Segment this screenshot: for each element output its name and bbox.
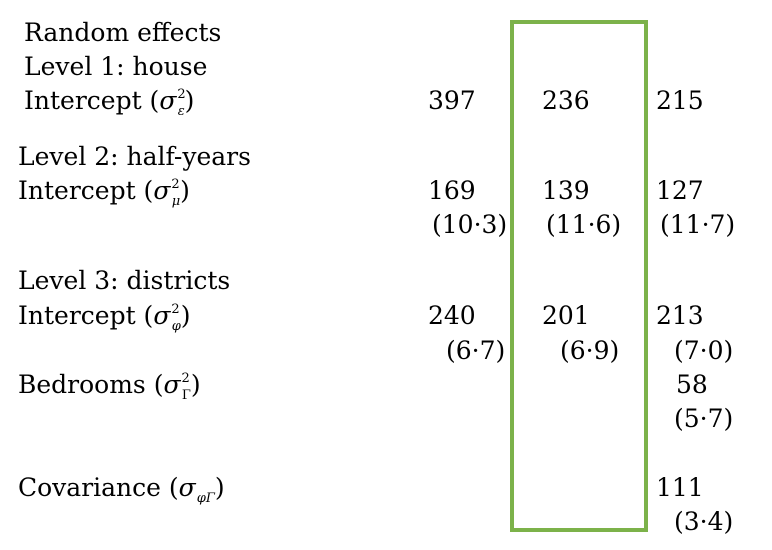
squared-sup: 2: [177, 87, 186, 102]
bedrooms-col3: 58: [676, 370, 708, 399]
intercept-text: Intercept (: [24, 86, 160, 115]
level3-heading: Level 3: districts: [18, 266, 231, 295]
level1-heading: Level 1: house: [24, 52, 208, 81]
level3-intercept-se-col2: (6·9): [560, 336, 620, 365]
bedrooms-text: Bedrooms (: [18, 370, 164, 399]
gamma-sub: Γ: [181, 388, 191, 403]
covariance-text: Covariance (: [18, 473, 179, 502]
phigamma-sub: φΓ: [196, 491, 215, 506]
phi-sub: φ: [171, 319, 181, 334]
level3-intercept-col2: 201: [542, 301, 590, 330]
level3-intercept-label: Intercept (σ2 φ): [18, 301, 191, 336]
level1-intercept-label: Intercept (σ2 ε): [24, 86, 194, 121]
level3-intercept-se-col1: (6·7): [446, 336, 506, 365]
sigma-symbol: σ: [153, 301, 171, 330]
intercept-text: Intercept (: [18, 301, 154, 330]
intercept-text: Intercept (: [18, 176, 154, 205]
level2-intercept-col3: 127: [656, 176, 704, 205]
level1-intercept-col1: 397: [428, 86, 476, 115]
level2-intercept-se-col1: (10·3): [432, 210, 508, 239]
level3-intercept-se-col3: (7·0): [674, 336, 734, 365]
level2-intercept-col2: 139: [542, 176, 590, 205]
sigma-symbol: σ: [153, 176, 171, 205]
sigma-symbol: σ: [178, 473, 196, 502]
level1-intercept-col3: 215: [656, 86, 704, 115]
close-paren: ): [180, 301, 191, 330]
sigma-symbol: σ: [163, 370, 181, 399]
level1-intercept-col2: 236: [542, 86, 590, 115]
covariance-se-col3: (3·4): [674, 507, 734, 536]
covariance-label: Covariance (σφΓ): [18, 473, 225, 508]
close-paren: ): [184, 86, 195, 115]
bedrooms-se-col3: (5·7): [674, 404, 734, 433]
close-paren: ): [180, 176, 190, 205]
covariance-col3: 111: [656, 473, 704, 502]
epsilon-sub: ε: [177, 104, 185, 119]
highlight-column-box: [510, 20, 648, 532]
bedrooms-label: Bedrooms (σ2 Γ): [18, 370, 201, 405]
close-paren: ): [190, 370, 201, 399]
sigma-symbol: σ: [159, 86, 177, 115]
level2-intercept-col1: 169: [428, 176, 476, 205]
squared-sup: 2: [181, 371, 190, 386]
mu-sub: μ: [171, 194, 181, 209]
level3-intercept-col1: 240: [428, 301, 476, 330]
level3-intercept-col3: 213: [656, 301, 704, 330]
level2-intercept-se-col3: (11·7): [660, 210, 736, 239]
squared-sup: 2: [171, 177, 180, 192]
level2-intercept-label: Intercept (σ2 μ): [18, 176, 190, 211]
level2-intercept-se-col2: (11·6): [546, 210, 622, 239]
squared-sup: 2: [171, 302, 180, 317]
close-paren: ): [214, 473, 225, 502]
level2-heading: Level 2: half-years: [18, 142, 251, 171]
random-effects-heading: Random effects: [24, 18, 222, 47]
